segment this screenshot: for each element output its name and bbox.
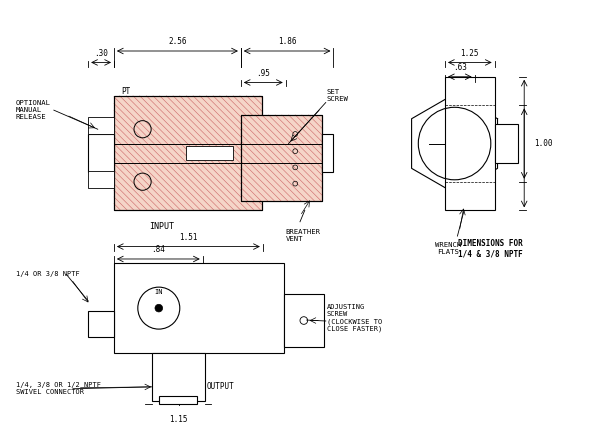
Text: .95: .95 xyxy=(256,69,270,78)
Text: 2.56: 2.56 xyxy=(168,37,187,46)
Text: INPUT: INPUT xyxy=(149,222,174,231)
Circle shape xyxy=(155,304,163,312)
Bar xyxy=(445,77,494,210)
Text: OUTPUT: OUTPUT xyxy=(206,382,234,391)
Text: IN: IN xyxy=(155,289,163,295)
Text: 2.00: 2.00 xyxy=(534,139,552,148)
Text: 1.25: 1.25 xyxy=(461,49,479,58)
Text: BREATHER
VENT: BREATHER VENT xyxy=(286,229,320,243)
Bar xyxy=(241,115,322,201)
Bar xyxy=(88,117,114,134)
Text: WRENCH
FLATS: WRENCH FLATS xyxy=(435,242,461,255)
Text: 1/4, 3/8 OR 1/2 NPTF
SWIVEL CONNECTOR: 1/4, 3/8 OR 1/2 NPTF SWIVEL CONNECTOR xyxy=(16,382,101,395)
Bar xyxy=(185,146,233,160)
Bar xyxy=(114,96,262,210)
Bar xyxy=(284,294,324,347)
Text: PT: PT xyxy=(122,86,131,95)
Text: 1/4 OR 3/8 NPTF: 1/4 OR 3/8 NPTF xyxy=(16,271,79,277)
Bar xyxy=(88,134,114,172)
Text: .84: .84 xyxy=(151,245,165,254)
Bar xyxy=(114,96,262,210)
Text: 1.15: 1.15 xyxy=(170,416,188,424)
Text: 1.00: 1.00 xyxy=(534,139,552,148)
Text: OPTIONAL
MANUAL
RELEASE: OPTIONAL MANUAL RELEASE xyxy=(16,100,50,120)
Text: SET
SCREW: SET SCREW xyxy=(327,89,349,102)
Bar xyxy=(494,125,518,163)
Bar xyxy=(114,263,284,354)
Text: .30: .30 xyxy=(94,49,108,58)
Text: DIMENSIONS FOR
1/4 & 3/8 NPTF: DIMENSIONS FOR 1/4 & 3/8 NPTF xyxy=(458,239,523,258)
Bar xyxy=(322,134,334,172)
Text: .63: .63 xyxy=(453,63,467,72)
Text: 1.86: 1.86 xyxy=(278,37,296,46)
Bar xyxy=(159,396,197,404)
Bar xyxy=(152,354,205,401)
Bar xyxy=(88,310,114,337)
Text: 1.51: 1.51 xyxy=(179,233,197,242)
Bar xyxy=(88,171,114,188)
Bar xyxy=(241,115,322,201)
Text: ADJUSTING
SCREW
(CLOCKWISE TO
CLOSE FASTER): ADJUSTING SCREW (CLOCKWISE TO CLOSE FAST… xyxy=(327,304,382,332)
